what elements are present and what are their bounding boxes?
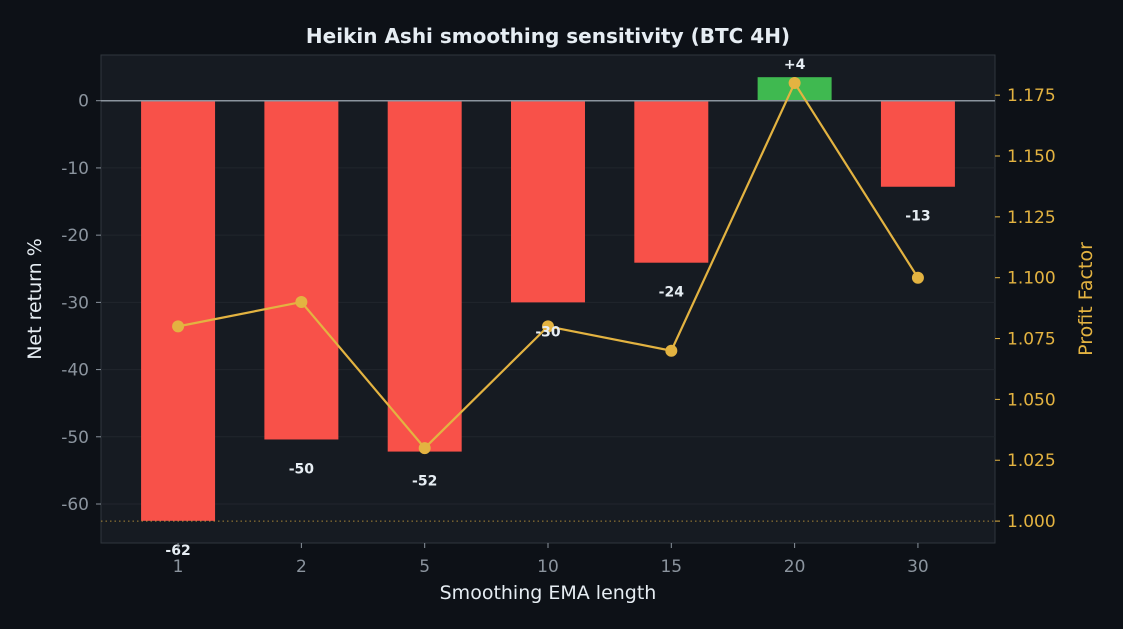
y2-tick-label: 1.025 — [1007, 451, 1056, 471]
bar-value-labels: -62 -50 -52 -30 -24 +4 -13 — [165, 57, 930, 559]
axes: 0 -10 -20 -30 -40 -50 -60 1.000 1.025 1.050 1.075 1… — [61, 86, 1055, 577]
profit-factor-line — [172, 76, 924, 455]
y2-axis-label: Profit Factor — [1075, 242, 1097, 356]
x-tick-label: 2 — [296, 557, 307, 577]
x-tick-label: 20 — [784, 557, 806, 577]
bar-value-label: -24 — [659, 285, 685, 301]
y2-tick-label: 1.100 — [1007, 269, 1056, 289]
profit-factor-point — [418, 442, 431, 455]
x-tick-label: 5 — [419, 557, 430, 577]
profit-factor-point — [665, 344, 678, 357]
bar-value-label: -50 — [289, 461, 315, 477]
chart-title: Heikin Ashi smoothing sensitivity (BTC 4… — [306, 24, 790, 48]
bar-value-label: -30 — [535, 324, 561, 340]
y2-tick-label: 1.175 — [1007, 86, 1056, 106]
bar — [511, 100, 585, 303]
bar-value-label: -13 — [905, 209, 930, 225]
y-tick-label: -40 — [61, 361, 89, 381]
bar — [387, 100, 462, 452]
bar-value-label: -62 — [165, 543, 190, 559]
profit-factor-point — [788, 76, 801, 89]
x-tick-label: 10 — [537, 557, 559, 577]
y2-tick-label: 1.050 — [1007, 390, 1056, 410]
x-tick-label: 15 — [660, 557, 682, 577]
y-tick-label: -50 — [61, 428, 89, 448]
y-tick-label: -60 — [61, 495, 89, 515]
y2-tick-label: 1.125 — [1007, 208, 1056, 228]
y-tick-label: -20 — [61, 226, 89, 246]
y-tick-label: 0 — [78, 92, 89, 112]
y-axis-label: Net return % — [24, 238, 46, 360]
bar — [141, 100, 216, 521]
profit-factor-point — [542, 320, 554, 333]
x-axis-label: Smoothing EMA length — [440, 582, 657, 604]
y2-tick-label: 1.000 — [1007, 512, 1056, 532]
bar — [634, 100, 709, 263]
y2-tick-label: 1.150 — [1007, 147, 1056, 167]
reference-lines — [101, 99, 995, 522]
profit-factor-point — [295, 296, 308, 309]
y-tick-label: -30 — [61, 293, 89, 313]
y2-tick-label: 1.075 — [1007, 330, 1056, 350]
bar-value-label: -52 — [412, 474, 437, 490]
bar — [880, 100, 955, 187]
x-tick-label: 30 — [907, 557, 929, 577]
bar — [264, 100, 339, 440]
x-tick-label: 1 — [173, 557, 184, 577]
profit-factor-point — [911, 271, 924, 284]
y-tick-label: -10 — [61, 159, 89, 179]
bars — [141, 77, 955, 521]
profit-factor-point — [172, 320, 185, 333]
bar-value-label: +4 — [784, 57, 806, 73]
